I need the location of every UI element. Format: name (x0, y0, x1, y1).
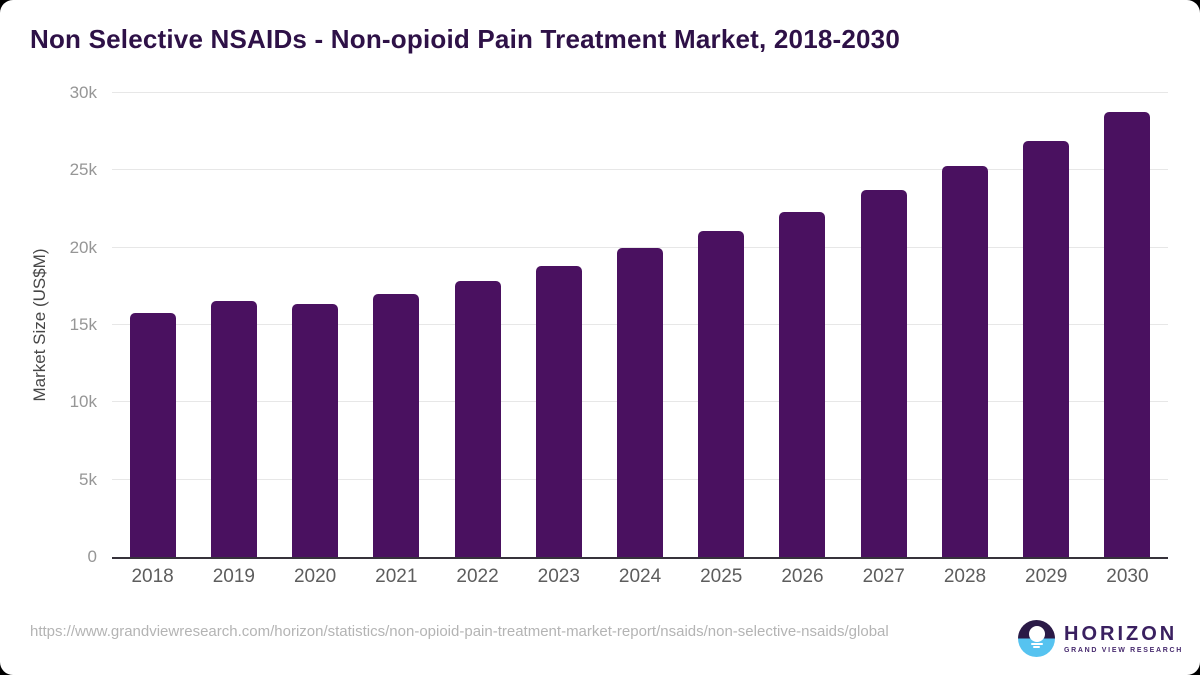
bar-2019 (210, 301, 257, 557)
plot-area (112, 92, 1168, 559)
y-axis-label: 20k (69, 237, 97, 257)
x-axis-label: 2022 (456, 566, 499, 587)
x-axis-label: 2019 (212, 566, 255, 587)
bar-column (356, 93, 437, 557)
y-axis-label: 0 (87, 547, 97, 566)
bars (112, 93, 1168, 557)
bar-2022 (454, 280, 501, 557)
bar-column (518, 93, 599, 557)
x-axis-label: 2024 (618, 566, 662, 587)
x-axis-label: 2028 (943, 566, 987, 587)
x-axis-label: 2026 (781, 566, 824, 587)
x-axis-label: 2023 (537, 566, 580, 587)
y-axis-label: 10k (69, 392, 97, 412)
bar-2028 (941, 166, 988, 557)
bar-column (681, 93, 762, 557)
x-axis-label: 2020 (293, 566, 337, 587)
x-axis-label: 2021 (375, 566, 418, 587)
bar-column (924, 93, 1005, 557)
bar-column (274, 93, 355, 557)
x-axis-label: 2018 (131, 566, 174, 587)
bar-column (843, 93, 924, 557)
bar-column (599, 93, 680, 557)
wave-icon (1033, 646, 1040, 648)
bar-2029 (1023, 140, 1070, 557)
logo-subtitle: GRAND VIEW RESEARCH (1064, 646, 1184, 654)
bar-column (1006, 93, 1087, 557)
wave-icon (1030, 642, 1043, 645)
source-url: https://www.grandviewresearch.com/horizo… (30, 623, 889, 640)
bar-2021 (373, 294, 420, 557)
bar-2027 (860, 190, 907, 557)
bar-column (193, 93, 274, 557)
bar-2030 (1104, 111, 1151, 557)
x-axis-label: 2029 (1025, 566, 1068, 587)
gridline (112, 92, 1168, 93)
y-axis-label: 25k (69, 160, 97, 180)
sun-icon (1028, 625, 1045, 642)
bar-2023 (535, 266, 582, 557)
y-axis-label: 5k (79, 469, 97, 489)
x-axis-label: 2030 (1106, 566, 1149, 587)
x-axis-label: 2027 (862, 566, 905, 587)
bar-2020 (292, 304, 339, 557)
y-axis-ticks: 0 5k 10k 15k 20k 25k 30k (0, 83, 97, 566)
bar-column (762, 93, 843, 557)
x-axis-labels: 2018 2019 2020 2021 2022 2023 2024 2025 2026 2027… (112, 566, 1168, 588)
logo-text: HORIZON GRAND VIEW RESEARCH (1064, 624, 1183, 654)
gridline (112, 169, 1168, 171)
bar-column (1087, 93, 1168, 557)
x-axis-label: 2025 (700, 566, 743, 587)
bar-2026 (779, 212, 826, 557)
horizon-logo: HORIZON GRAND VIEW RESEARCH (1018, 620, 1183, 657)
logo-name: HORIZON (1064, 622, 1178, 645)
y-axis-label: 30k (69, 83, 97, 102)
bar-2024 (617, 248, 664, 557)
sunrise-over-water-icon (1018, 620, 1055, 657)
bar-column (437, 93, 518, 557)
y-axis-label: 15k (69, 315, 97, 334)
bar-2025 (698, 231, 745, 557)
bar-column (112, 93, 193, 557)
gridline (112, 246, 1168, 248)
bar-2018 (129, 312, 176, 557)
chart-title: Non Selective NSAIDs - Non-opioid Pain T… (30, 24, 901, 54)
